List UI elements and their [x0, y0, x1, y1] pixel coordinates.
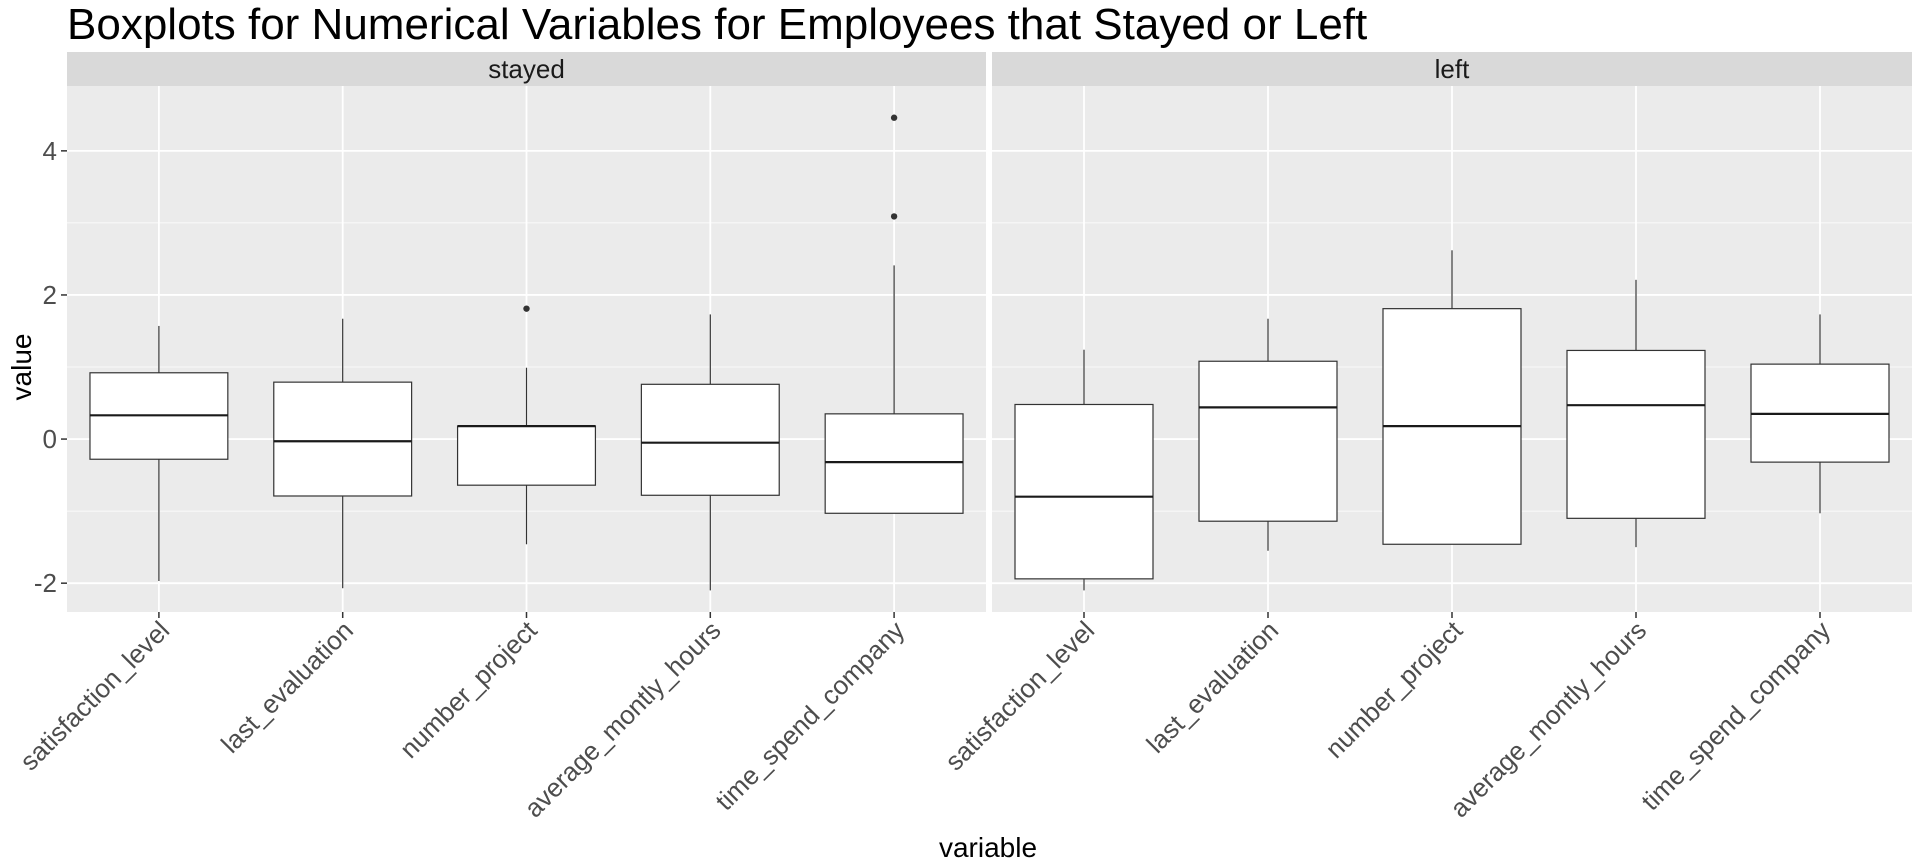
facet-strip [992, 52, 1912, 86]
x-tick-label: time_spend_company [709, 615, 910, 816]
box [640, 383, 780, 496]
boxplot-time_spend_company [1750, 314, 1890, 514]
box [824, 413, 964, 514]
box [1014, 403, 1154, 580]
y-tick-label: 0 [43, 424, 57, 454]
outlier-point [890, 213, 898, 220]
chart-title: Boxplots for Numerical Variables for Emp… [67, 0, 1367, 49]
y-tick-label: -2 [34, 568, 57, 598]
boxplot-satisfaction_level [1014, 349, 1154, 591]
facet-panel-left: left satisfaction_level last_evaluation num… [939, 52, 1912, 823]
box [1566, 349, 1706, 519]
facet-strip-label: left [1435, 54, 1470, 84]
outlier-point [523, 305, 530, 312]
outlier-point [890, 114, 898, 121]
x-tick-label: time_spend_company [1635, 615, 1836, 816]
x-tick-label: satisfaction_level [939, 615, 1100, 776]
x-tick-label: last_evaluation [1140, 615, 1284, 759]
boxplot-number_project [1382, 250, 1522, 545]
facet-strip-label: stayed [488, 54, 565, 84]
x-tick-label: average_montly_hours [518, 615, 726, 823]
boxplot-average_montly_hours [1566, 279, 1706, 548]
boxplot-last_evaluation [1198, 318, 1338, 551]
boxplot-time_spend_company [824, 114, 964, 514]
y-axis: -2 0 2 4 [34, 136, 67, 598]
x-tick-label: last_evaluation [215, 615, 359, 759]
x-axis-title: variable [939, 832, 1037, 863]
box [1198, 360, 1338, 522]
facet-panel-stayed: stayed satisfaction_level last_evaluation n… [14, 52, 986, 823]
facet-strip [67, 52, 986, 86]
y-axis-title: value [6, 334, 37, 401]
y-tick-label: 2 [43, 280, 57, 310]
boxplot-number_project [456, 305, 597, 545]
x-tick-label: number_project [394, 614, 544, 764]
boxplot-average_montly_hours [640, 314, 780, 591]
x-tick-label: average_montly_hours [1444, 615, 1652, 823]
boxplot-satisfaction_level [89, 325, 229, 582]
box [456, 425, 597, 486]
x-tick-label: number_project [1319, 614, 1469, 764]
boxplot-last_evaluation [273, 318, 413, 589]
box [273, 381, 413, 497]
x-tick-label: satisfaction_level [14, 615, 175, 776]
y-tick-label: 4 [43, 136, 57, 166]
